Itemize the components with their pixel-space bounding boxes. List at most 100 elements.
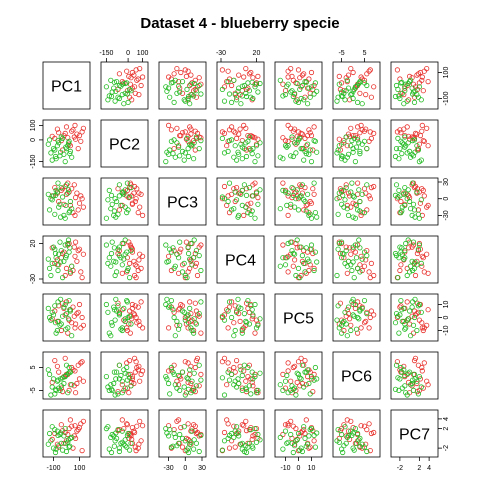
point-group2 xyxy=(182,438,188,444)
point-group2 xyxy=(69,263,75,269)
point-group1 xyxy=(79,447,85,454)
point-group1 xyxy=(368,135,374,141)
axis-tick-label-pc3: 30 xyxy=(198,465,206,472)
point-group2 xyxy=(239,440,245,446)
point-group2 xyxy=(411,99,418,106)
point-group2 xyxy=(191,330,197,336)
panel-pc2-pc1 xyxy=(42,119,91,168)
point-group2 xyxy=(232,143,238,149)
point-group2 xyxy=(221,150,228,156)
point-group1 xyxy=(245,85,251,91)
point-group1 xyxy=(56,303,62,309)
point-group2 xyxy=(122,437,128,443)
point-group1 xyxy=(250,75,256,81)
point-group2 xyxy=(221,438,228,444)
point-group2 xyxy=(335,246,341,252)
point-group1 xyxy=(129,436,135,442)
point-group2 xyxy=(364,310,370,317)
point-group2 xyxy=(402,202,408,208)
axis-tick-label-pc1: 100 xyxy=(443,67,450,79)
point-group1 xyxy=(58,422,64,428)
point-group2 xyxy=(357,148,363,154)
point-group2 xyxy=(245,297,251,304)
point-group1 xyxy=(246,71,252,77)
point-group2 xyxy=(57,214,64,220)
point-group1 xyxy=(417,133,423,139)
point-group2 xyxy=(105,260,111,266)
point-group1 xyxy=(419,325,425,331)
point-group2 xyxy=(118,202,124,208)
point-group2 xyxy=(127,194,133,200)
point-group2 xyxy=(119,92,125,98)
point-group1 xyxy=(116,71,123,77)
point-group2 xyxy=(63,440,69,446)
point-group2 xyxy=(166,304,172,310)
point-group2 xyxy=(285,240,291,247)
point-group2 xyxy=(297,447,303,453)
point-group2 xyxy=(396,387,402,393)
point-group2 xyxy=(55,138,61,144)
point-group2 xyxy=(335,147,341,153)
point-group2 xyxy=(108,263,114,269)
point-group1 xyxy=(241,368,247,374)
point-group1 xyxy=(280,431,286,438)
point-group2 xyxy=(342,157,348,163)
point-group2 xyxy=(111,208,118,214)
point-group1 xyxy=(70,267,76,274)
point-group1 xyxy=(119,307,125,313)
point-group1 xyxy=(115,300,121,306)
point-group1 xyxy=(67,417,74,423)
point-group2 xyxy=(412,149,418,155)
point-group1 xyxy=(409,383,415,389)
point-group2 xyxy=(115,94,121,100)
point-group2 xyxy=(295,207,302,213)
point-group2 xyxy=(235,88,241,94)
point-group1 xyxy=(63,191,70,197)
point-group1 xyxy=(285,74,291,80)
point-group1 xyxy=(241,212,247,218)
point-group2 xyxy=(176,83,182,89)
point-group2 xyxy=(170,369,176,375)
point-group2 xyxy=(50,445,57,451)
point-group1 xyxy=(73,195,79,201)
point-group2 xyxy=(128,440,134,446)
point-group1 xyxy=(178,69,184,76)
point-group2 xyxy=(184,313,190,319)
point-group2 xyxy=(338,153,345,159)
axis-tick-label-pc3: -30 xyxy=(164,465,174,472)
point-group1 xyxy=(191,327,197,334)
point-group2 xyxy=(282,378,289,384)
point-group1 xyxy=(183,73,189,80)
panel-pc5-pc1 xyxy=(42,293,91,342)
point-group2 xyxy=(219,86,225,93)
point-group2 xyxy=(343,248,349,254)
point-group2 xyxy=(354,99,361,106)
point-group2 xyxy=(196,82,202,89)
point-group2 xyxy=(46,137,53,143)
point-group2 xyxy=(119,240,125,247)
point-group1 xyxy=(52,357,58,364)
point-group2 xyxy=(314,376,320,382)
point-group1 xyxy=(310,147,316,153)
point-group2 xyxy=(67,151,73,157)
point-group1 xyxy=(232,303,238,309)
point-group2 xyxy=(334,196,340,202)
point-group2 xyxy=(353,440,360,446)
point-group1 xyxy=(132,303,138,309)
point-group2 xyxy=(168,249,174,255)
point-group2 xyxy=(252,84,258,90)
point-group1 xyxy=(293,141,299,147)
point-group1 xyxy=(245,373,251,380)
point-group1 xyxy=(354,180,361,186)
point-group2 xyxy=(232,327,238,334)
point-group1 xyxy=(425,382,431,388)
point-group1 xyxy=(187,265,193,271)
point-group1 xyxy=(191,138,197,144)
point-group2 xyxy=(294,370,300,376)
panel-pc6-pc4 xyxy=(216,351,265,400)
point-group2 xyxy=(293,150,299,156)
point-group2 xyxy=(172,154,178,160)
point-group2 xyxy=(65,240,71,247)
point-group2 xyxy=(52,250,59,257)
point-group2 xyxy=(241,310,247,317)
